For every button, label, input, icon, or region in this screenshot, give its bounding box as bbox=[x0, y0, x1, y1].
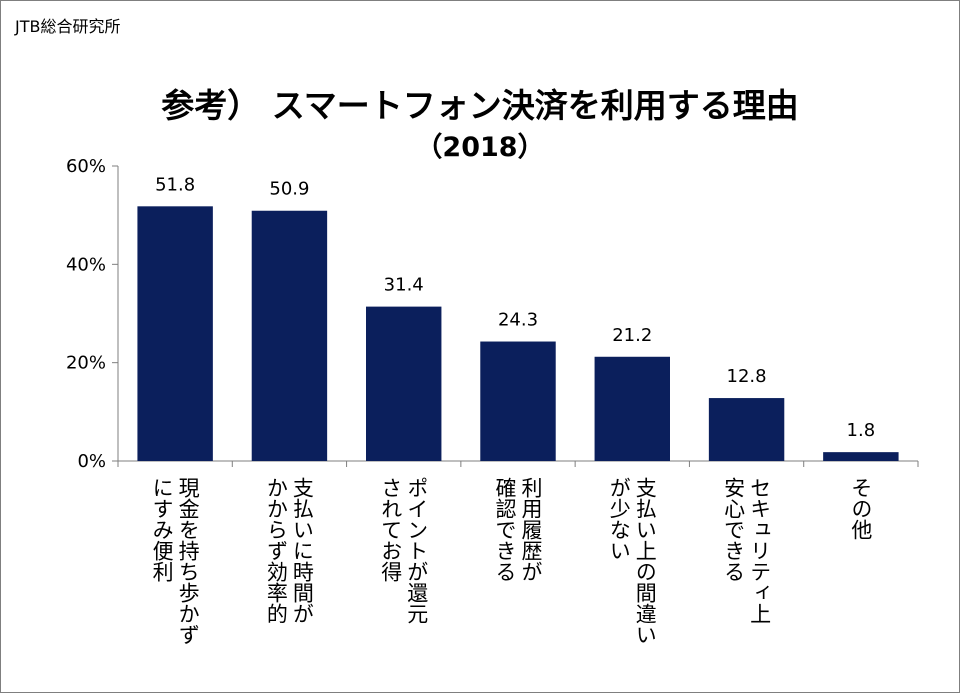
category-label: 利用履歴が bbox=[519, 477, 543, 582]
chart-subtitle: （2018） bbox=[415, 132, 545, 163]
category-label: 現金を持ち歩かず bbox=[176, 477, 200, 645]
y-tick-label: 60% bbox=[66, 156, 106, 177]
y-tick-label: 40% bbox=[66, 254, 106, 275]
category-label: にすみ便利 bbox=[150, 477, 174, 582]
data-label: 1.8 bbox=[847, 420, 876, 441]
chart-title: 参考） スマートフォン決済を利用する理由 bbox=[161, 86, 799, 125]
category-label: 支払いに時間が bbox=[290, 477, 314, 624]
bar bbox=[480, 341, 556, 461]
bar bbox=[823, 452, 899, 461]
source-label: JTB総合研究所 bbox=[15, 17, 121, 36]
data-label: 21.2 bbox=[612, 325, 652, 346]
category-label: 確認できる bbox=[493, 477, 517, 582]
category-label: されてお得 bbox=[379, 477, 403, 582]
data-label: 50.9 bbox=[269, 179, 309, 200]
y-tick-label: 0% bbox=[77, 451, 106, 472]
category-label: ポイントが還元 bbox=[405, 477, 429, 624]
data-label: 31.4 bbox=[384, 275, 424, 296]
bar bbox=[137, 206, 213, 461]
bar bbox=[708, 398, 785, 461]
bar bbox=[251, 210, 328, 461]
category-label: が少ない bbox=[607, 477, 631, 561]
category-label: その他 bbox=[849, 477, 873, 540]
category-label: かからず効率的 bbox=[264, 477, 288, 624]
category-label: 支払い上の間違い bbox=[633, 477, 657, 645]
category-label: 安心できる bbox=[722, 477, 746, 582]
data-label: 51.8 bbox=[155, 174, 195, 195]
y-tick-label: 20% bbox=[66, 353, 106, 374]
category-label: セキュリティ上 bbox=[748, 477, 772, 624]
bar bbox=[366, 306, 442, 461]
bar bbox=[594, 356, 670, 461]
data-label: 24.3 bbox=[498, 310, 538, 331]
data-label: 12.8 bbox=[727, 366, 767, 387]
